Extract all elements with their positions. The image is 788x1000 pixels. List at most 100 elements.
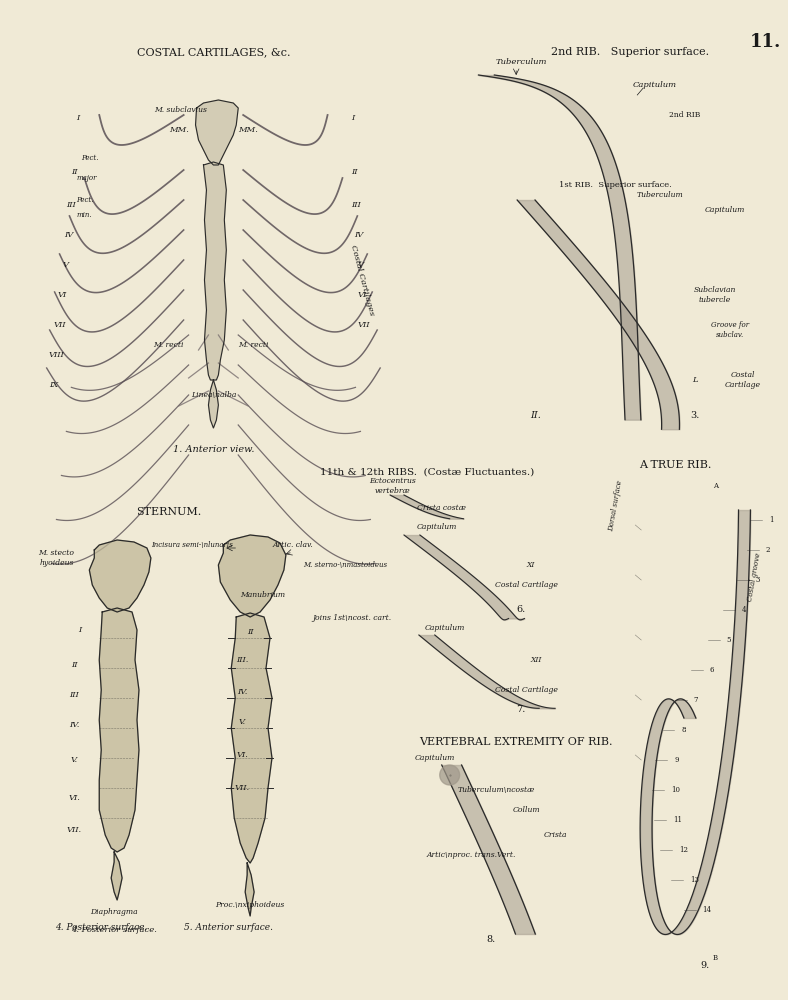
Text: Crista costæ: Crista costæ	[418, 504, 466, 512]
Text: Subclavian
tubercle: Subclavian tubercle	[693, 286, 736, 304]
Text: Joins 1st\ncost. cart.: Joins 1st\ncost. cart.	[313, 614, 392, 622]
Text: major: major	[76, 174, 97, 182]
Polygon shape	[111, 852, 122, 900]
Text: II: II	[351, 168, 358, 176]
Text: 10: 10	[671, 786, 680, 794]
Text: COSTAL CARTILAGES, &c.: COSTAL CARTILAGES, &c.	[136, 47, 290, 57]
Text: Capitulum: Capitulum	[417, 523, 457, 531]
Text: Incisura semi-\nlunaris: Incisura semi-\nlunaris	[151, 541, 233, 549]
Text: A: A	[712, 482, 718, 490]
Text: III: III	[69, 691, 80, 699]
Text: 11: 11	[673, 816, 682, 824]
Text: 1: 1	[769, 516, 774, 524]
Text: II: II	[247, 628, 254, 636]
Text: Capitulum: Capitulum	[414, 754, 455, 762]
Text: 3.: 3.	[690, 410, 700, 420]
Text: IV.: IV.	[237, 688, 247, 696]
Text: L: L	[692, 376, 697, 384]
Text: 3: 3	[756, 576, 760, 584]
Text: II.: II.	[530, 410, 541, 420]
Text: VI: VI	[58, 291, 67, 299]
Polygon shape	[245, 863, 254, 916]
Text: 11th & 12th RIBS.  (Costæ Fluctuantes.): 11th & 12th RIBS. (Costæ Fluctuantes.)	[320, 468, 534, 477]
Text: XI: XI	[527, 561, 535, 569]
Text: 9.: 9.	[701, 960, 709, 970]
Text: 4: 4	[742, 606, 746, 614]
Text: Groove for
subclav.: Groove for subclav.	[711, 321, 749, 339]
Text: Crista: Crista	[545, 831, 567, 839]
Text: 13: 13	[690, 876, 699, 884]
Polygon shape	[89, 540, 151, 612]
Text: M. recti: M. recti	[154, 341, 184, 349]
Text: Costal Cartilages: Costal Cartilages	[349, 244, 376, 316]
Text: Linea\nalba: Linea\nalba	[191, 391, 236, 399]
Text: Pect.: Pect.	[76, 196, 94, 204]
Text: VII: VII	[54, 321, 66, 329]
Text: 8.: 8.	[487, 936, 496, 944]
Text: V.: V.	[239, 718, 246, 726]
Text: VI.: VI.	[69, 794, 80, 802]
Text: II: II	[71, 168, 78, 176]
Polygon shape	[232, 613, 272, 863]
Text: Dorsal surface: Dorsal surface	[607, 480, 624, 532]
Text: III: III	[67, 201, 76, 209]
Text: 8: 8	[682, 726, 686, 734]
Text: IV: IV	[354, 231, 363, 239]
Text: 4. Posterior surface.: 4. Posterior surface.	[71, 926, 157, 934]
Text: I: I	[76, 114, 79, 122]
Text: M. subclavius: M. subclavius	[154, 106, 206, 114]
Polygon shape	[218, 535, 286, 617]
Text: XII: XII	[530, 656, 541, 664]
Text: Artic\nproc. trans.Vert.: Artic\nproc. trans.Vert.	[427, 851, 516, 859]
Text: Collum: Collum	[512, 806, 540, 814]
Text: 4. Posterior surface.: 4. Posterior surface.	[54, 923, 147, 932]
Text: 7.: 7.	[516, 706, 526, 714]
Text: Manubrium: Manubrium	[240, 591, 285, 599]
Text: I: I	[351, 114, 354, 122]
Text: 5. Anterior surface.: 5. Anterior surface.	[184, 923, 273, 932]
Text: 6: 6	[709, 666, 714, 674]
Text: 11.: 11.	[749, 33, 781, 51]
Text: Tuberculum: Tuberculum	[637, 191, 683, 199]
Text: Capitulum: Capitulum	[704, 206, 745, 214]
Text: Pect.: Pect.	[81, 154, 99, 162]
Text: Costal
Cartilage: Costal Cartilage	[724, 371, 760, 389]
Text: IV: IV	[64, 231, 73, 239]
Text: V: V	[62, 261, 69, 269]
Text: Costal Cartilage: Costal Cartilage	[495, 581, 558, 589]
Text: II: II	[71, 661, 78, 669]
Text: 1st RIB.  Superior surface.: 1st RIB. Superior surface.	[559, 181, 672, 189]
Text: VIII: VIII	[49, 351, 65, 359]
Text: 9: 9	[674, 756, 678, 764]
Text: M. stecto
hyoideus: M. stecto hyoideus	[39, 549, 74, 567]
Polygon shape	[209, 380, 218, 428]
Text: M. recti: M. recti	[238, 341, 269, 349]
Text: Ectocentrus
vertebræ: Ectocentrus vertebræ	[369, 477, 415, 495]
Text: 6.: 6.	[516, 605, 526, 614]
Text: VI: VI	[358, 291, 367, 299]
Text: 2nd RIB: 2nd RIB	[669, 111, 701, 119]
Circle shape	[440, 765, 459, 785]
Text: 7: 7	[694, 696, 698, 704]
Polygon shape	[99, 608, 139, 852]
Text: Capitulum: Capitulum	[633, 81, 677, 89]
Text: IX: IX	[49, 381, 58, 389]
Polygon shape	[203, 162, 226, 380]
Text: 1. Anterior view.: 1. Anterior view.	[173, 446, 255, 454]
Polygon shape	[195, 100, 238, 165]
Text: V.: V.	[71, 756, 78, 764]
Text: I: I	[78, 626, 81, 634]
Text: M. sterno-\nmastoideus: M. sterno-\nmastoideus	[303, 561, 387, 569]
Text: STERNUM.: STERNUM.	[136, 507, 202, 517]
Text: 14: 14	[702, 906, 712, 914]
Text: III: III	[351, 201, 361, 209]
Text: Tuberculum: Tuberculum	[496, 58, 547, 66]
Text: Proc.\nxiphoideus: Proc.\nxiphoideus	[216, 901, 284, 909]
Text: Capitulum: Capitulum	[425, 624, 465, 632]
Text: A TRUE RIB.: A TRUE RIB.	[639, 460, 712, 470]
Text: VII.: VII.	[67, 826, 82, 834]
Text: V: V	[357, 261, 363, 269]
Text: 12: 12	[679, 846, 688, 854]
Text: Costal Cartilage: Costal Cartilage	[495, 686, 558, 694]
Text: MM.: MM.	[169, 126, 188, 134]
